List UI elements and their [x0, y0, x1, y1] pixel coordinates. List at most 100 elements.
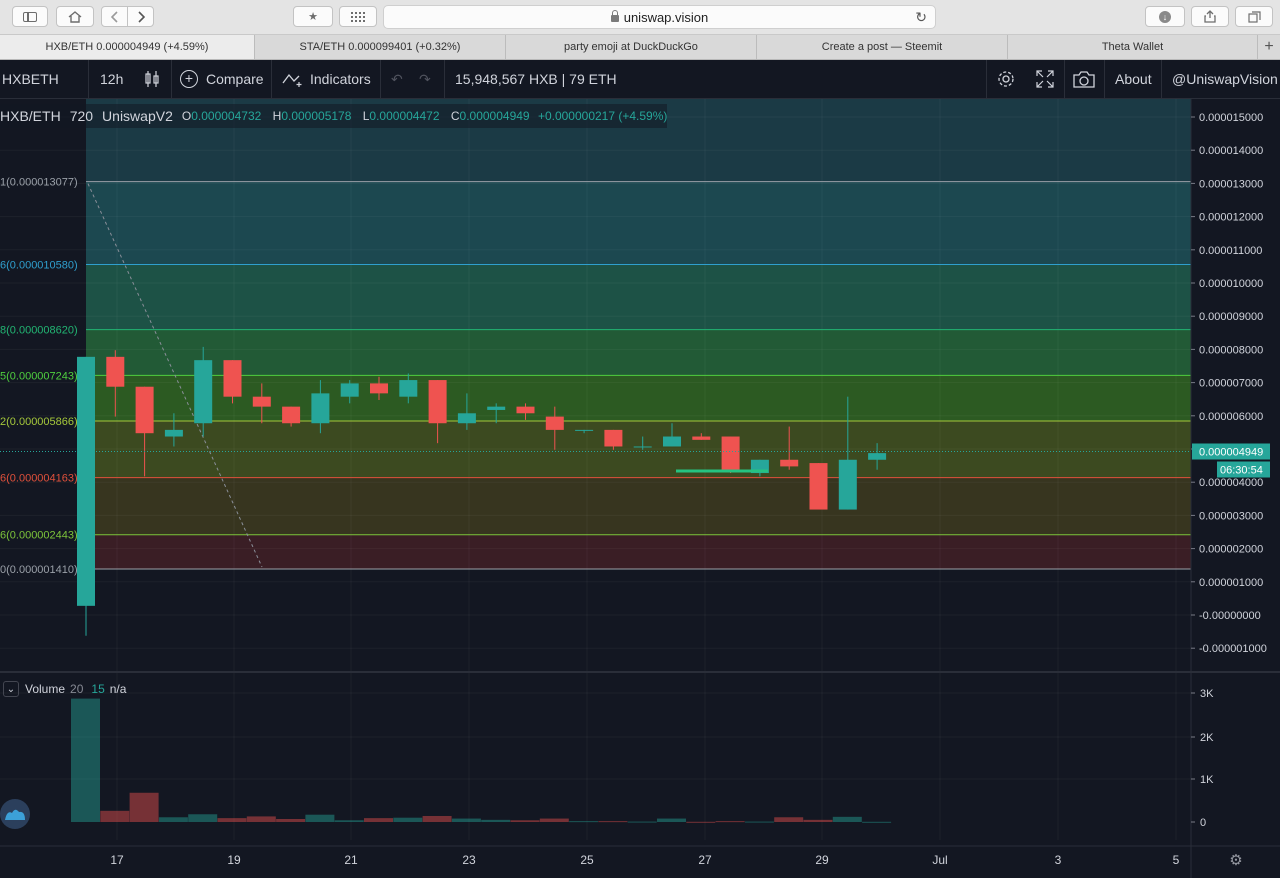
- legend-close: 0.000004949: [459, 109, 530, 123]
- undo-button[interactable]: ↶: [391, 60, 403, 98]
- volume-bar: [246, 816, 276, 822]
- price-tick-label: 0.000014000: [1199, 145, 1263, 157]
- interval-label: 12h: [100, 71, 124, 87]
- handle-label: @UniswapVision: [1172, 71, 1278, 87]
- new-tab-button[interactable]: +: [1258, 35, 1280, 59]
- about-link[interactable]: About: [1115, 60, 1152, 98]
- browser-tab[interactable]: Theta Wallet: [1008, 35, 1258, 59]
- about-label: About: [1115, 71, 1152, 87]
- collapse-button[interactable]: ⌄: [3, 681, 19, 697]
- browser-tab[interactable]: Create a post — Steemit: [757, 35, 1008, 59]
- browser-tab[interactable]: STA/ETH 0.000099401 (+0.32%): [255, 35, 506, 59]
- fullscreen-button[interactable]: [1036, 60, 1054, 98]
- legend-open-key: O: [181, 109, 192, 123]
- volume-label: Volume: [25, 682, 66, 696]
- chart-type-button[interactable]: [144, 60, 160, 98]
- compare-button[interactable]: + Compare: [180, 60, 264, 98]
- fib-lines: [86, 181, 1191, 570]
- candle-body: [868, 453, 887, 460]
- lock-icon: [610, 9, 619, 22]
- handle-link[interactable]: @UniswapVision: [1172, 60, 1278, 98]
- fib-band: [86, 329, 1191, 376]
- candle-body: [77, 356, 95, 606]
- gear-icon: ⚙: [1229, 851, 1242, 869]
- fib-label: 6(0.000010580): [0, 260, 78, 272]
- candle-body: [487, 406, 506, 410]
- volume-bar: [71, 698, 100, 822]
- url-text: uniswap.vision: [623, 9, 709, 25]
- address-bar[interactable]: uniswap.vision ↻: [383, 5, 936, 29]
- price-tick-label: 0.000011000: [1199, 245, 1262, 257]
- indicators-button[interactable]: Indicators: [282, 60, 371, 98]
- candle-body: [370, 383, 388, 394]
- camera-icon: [1073, 70, 1095, 88]
- countdown-label: 06:30:54: [1220, 464, 1263, 476]
- forward-button[interactable]: [127, 6, 154, 27]
- chevron-down-icon: ⌄: [6, 683, 16, 695]
- volume-bar: [539, 818, 569, 822]
- back-button[interactable]: [101, 6, 128, 27]
- sidebar-toggle-button[interactable]: [12, 6, 48, 27]
- price-tick-label: 0.000007000: [1199, 378, 1263, 390]
- volume-bar: [774, 817, 804, 822]
- last-price-marker: 0.000004949 06:30:54: [0, 443, 1270, 478]
- redo-button[interactable]: ↷: [419, 60, 431, 98]
- volume-bar: [334, 820, 364, 822]
- volume-bar: [627, 821, 657, 823]
- volume-bar: [188, 814, 218, 822]
- downloads-button[interactable]: ↓: [1145, 6, 1185, 27]
- volume-bar: [305, 814, 335, 822]
- home-button[interactable]: [56, 6, 94, 27]
- time-tick-label: 17: [110, 853, 124, 867]
- price-tick-label: 0.000015000: [1199, 112, 1263, 124]
- symbol-search[interactable]: HXBETH: [2, 60, 59, 98]
- price-tick-label: 0.000001000: [1199, 577, 1263, 589]
- price-tick-label: 0.000013000: [1199, 178, 1263, 190]
- legend-high: 0.000005178: [281, 109, 352, 123]
- fib-band: [86, 264, 1191, 330]
- browser-tab[interactable]: party emoji at DuckDuckGo: [506, 35, 757, 59]
- interval-button[interactable]: 12h: [100, 60, 123, 98]
- uniswap-vision-logo[interactable]: [0, 799, 30, 829]
- top-sites-button[interactable]: [339, 6, 377, 27]
- price-tick-label: 0.000006000: [1199, 411, 1263, 423]
- fib-bands: [86, 99, 1191, 569]
- candle-body: [780, 459, 799, 467]
- favorites-button[interactable]: ★: [293, 6, 333, 27]
- price-axis[interactable]: 0.000015000 0.000014000 0.000013000 0.00001…: [1191, 112, 1267, 655]
- candle-body: [282, 406, 301, 424]
- legend-high-key: H: [272, 109, 282, 123]
- volume-bars: [71, 698, 892, 823]
- volume-bar: [158, 817, 188, 822]
- fib-label: 5(0.000007243): [0, 370, 78, 382]
- volume-tick-label: 1K: [1200, 774, 1214, 786]
- browser-tab-bar: HXB/ETH 0.000004949 (+4.59%) STA/ETH 0.0…: [0, 35, 1280, 60]
- candle-body: [106, 356, 125, 387]
- price-tick-label: 0.000004000: [1199, 477, 1263, 489]
- symbol-label: HXBETH: [2, 71, 59, 87]
- browser-tab[interactable]: HXB/ETH 0.000004949 (+4.59%): [0, 35, 255, 59]
- candle-body: [164, 429, 183, 437]
- fib-band: [86, 534, 1191, 569]
- settings-button[interactable]: [996, 60, 1016, 98]
- candle-body: [663, 436, 681, 447]
- candle-body: [399, 380, 418, 397]
- share-button[interactable]: [1191, 6, 1229, 27]
- fib-label: 8(0.000008620): [0, 325, 78, 337]
- divider: [88, 60, 89, 98]
- tab-overview-button[interactable]: [1235, 6, 1273, 27]
- price-chart[interactable]: 0.000015000 0.000014000 0.000013000 0.00001…: [0, 99, 1280, 878]
- time-axis[interactable]: 17 19 21 23 25 27 29 Jul 3 5 ⚙: [110, 851, 1242, 869]
- time-tick-label: 3: [1055, 853, 1062, 867]
- tabs-icon: [1247, 10, 1261, 23]
- fullscreen-icon: [1036, 70, 1054, 88]
- share-icon: [1204, 10, 1216, 23]
- reload-icon[interactable]: ↻: [915, 9, 927, 25]
- volume-param-2: 15: [91, 682, 105, 696]
- volume-bar: [129, 792, 159, 822]
- legend-open: 0.000004732: [191, 109, 262, 123]
- cloud-icon: [5, 809, 25, 820]
- divider: [444, 60, 445, 98]
- screenshot-button[interactable]: [1073, 60, 1095, 98]
- candle-body: [721, 436, 740, 470]
